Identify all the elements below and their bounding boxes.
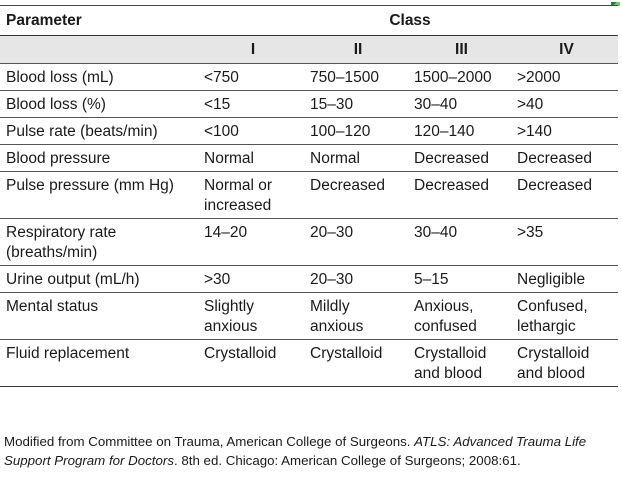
class-value-cell: Normal bbox=[198, 144, 304, 172]
table-row: Pulse rate (beats/min) <100 100–120 120–140… bbox=[0, 117, 618, 145]
hemorrhage-class-table: Parameter Class I II III IV Blood loss (… bbox=[0, 5, 618, 387]
table-row: Respiratory rate (breaths/min) 14–20 20–30… bbox=[0, 218, 618, 266]
class-value-cell: >2000 bbox=[511, 63, 618, 91]
class-value-cell: >30 bbox=[198, 265, 304, 293]
class-value-cell: <750 bbox=[198, 63, 304, 91]
parameter-cell: Pulse rate (beats/min) bbox=[0, 117, 198, 145]
table-row: Urine output (mL/h) >30 20–30 5–15 Negligibl… bbox=[0, 265, 618, 293]
parameter-header: Parameter bbox=[0, 5, 198, 36]
table-row: Mental status Slightly anxious Mildly anxi… bbox=[0, 292, 618, 340]
class-value-cell: 120–140 bbox=[408, 117, 511, 145]
class-value-cell: Crystalloid bbox=[304, 339, 408, 387]
class-value-cell: 15–30 bbox=[304, 90, 408, 118]
table-row: Pulse pressure (mm Hg) Normal or increase… bbox=[0, 171, 618, 219]
source-footnote: Modified from Committee on Trauma, Ameri… bbox=[4, 432, 616, 470]
class-value-cell: 5–15 bbox=[408, 265, 511, 293]
class-value-cell: 30–40 bbox=[408, 218, 511, 266]
class-value-cell: Mildly anxious bbox=[304, 292, 408, 340]
class-value-cell: Decreased bbox=[408, 144, 511, 172]
class-value-cell: <15 bbox=[198, 90, 304, 118]
class-value-cell: Normal bbox=[304, 144, 408, 172]
table-row: Blood pressure Normal Normal Decreased Decre… bbox=[0, 144, 618, 172]
class-value-cell: >35 bbox=[511, 218, 618, 266]
parameter-cell: Urine output (mL/h) bbox=[0, 265, 198, 293]
class-value-cell: 750–1500 bbox=[304, 63, 408, 91]
parameter-cell: Blood loss (%) bbox=[0, 90, 198, 118]
class-header: Class bbox=[198, 5, 618, 36]
corner-marker-icon bbox=[611, 2, 620, 6]
class-label-iii: III bbox=[408, 35, 511, 64]
header-row-classes: I II III IV bbox=[0, 35, 618, 64]
class-value-cell: Decreased bbox=[408, 171, 511, 219]
class-value-cell: 14–20 bbox=[198, 218, 304, 266]
class-value-cell: Decreased bbox=[304, 171, 408, 219]
header-blank-cell bbox=[0, 35, 198, 64]
class-value-cell: Confused, lethargic bbox=[511, 292, 618, 340]
class-value-cell: Negligible bbox=[511, 265, 618, 293]
class-value-cell: Decreased bbox=[511, 144, 618, 172]
class-value-cell: Slightly anxious bbox=[198, 292, 304, 340]
parameter-cell: Blood loss (mL) bbox=[0, 63, 198, 91]
table-row: Blood loss (mL) <750 750–1500 1500–2000 >200… bbox=[0, 63, 618, 91]
class-value-cell: >40 bbox=[511, 90, 618, 118]
footnote-prefix: Modified from Committee on Trauma, Ameri… bbox=[4, 434, 415, 449]
class-label-i: I bbox=[198, 35, 304, 64]
parameter-cell: Fluid replacement bbox=[0, 339, 198, 387]
parameter-cell: Respiratory rate (breaths/min) bbox=[0, 218, 198, 266]
class-value-cell: 30–40 bbox=[408, 90, 511, 118]
class-label-ii: II bbox=[304, 35, 408, 64]
parameter-cell: Blood pressure bbox=[0, 144, 198, 172]
footnote-title: ATLS: Advanced Trauma Life Support Progr… bbox=[4, 434, 587, 468]
class-value-cell: 100–120 bbox=[304, 117, 408, 145]
class-value-cell: 20–30 bbox=[304, 218, 408, 266]
class-label-iv: IV bbox=[511, 35, 618, 64]
class-value-cell: 1500–2000 bbox=[408, 63, 511, 91]
class-value-cell: Decreased bbox=[511, 171, 618, 219]
table-frame: Parameter Class I II III IV Blood loss (… bbox=[0, 2, 620, 387]
class-value-cell: 20–30 bbox=[304, 265, 408, 293]
table-row: Blood loss (%) <15 15–30 30–40 >40 bbox=[0, 90, 618, 118]
class-value-cell: Crystalloid bbox=[198, 339, 304, 387]
footnote-suffix: . 8th ed. Chicago: American College of S… bbox=[173, 453, 521, 468]
class-value-cell: Anxious, confused bbox=[408, 292, 511, 340]
parameter-cell: Pulse pressure (mm Hg) bbox=[0, 171, 198, 219]
class-value-cell: Crystalloid and blood bbox=[408, 339, 511, 387]
class-value-cell: Normal or increased bbox=[198, 171, 304, 219]
header-row-primary: Parameter Class bbox=[0, 5, 618, 36]
class-value-cell: <100 bbox=[198, 117, 304, 145]
table-row: Fluid replacement Crystalloid Crystalloid C… bbox=[0, 339, 618, 387]
class-value-cell: >140 bbox=[511, 117, 618, 145]
class-value-cell: Crystalloid and blood bbox=[511, 339, 618, 387]
parameter-cell: Mental status bbox=[0, 292, 198, 340]
